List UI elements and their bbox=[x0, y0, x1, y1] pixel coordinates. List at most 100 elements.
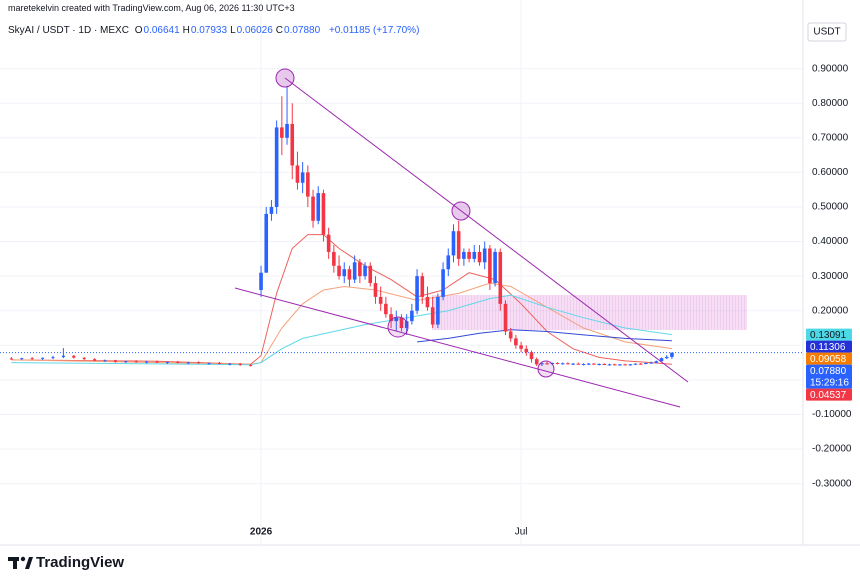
candle-body bbox=[9, 358, 13, 360]
candle-body bbox=[659, 358, 664, 362]
logo-shape bbox=[13, 557, 17, 569]
candle-body bbox=[378, 296, 383, 304]
candle-body bbox=[597, 364, 601, 366]
candle-body bbox=[462, 251, 466, 259]
candle-body bbox=[228, 363, 232, 365]
price-label-box bbox=[806, 340, 852, 353]
candle-body bbox=[576, 363, 581, 365]
candle-body bbox=[280, 127, 284, 138]
candle-body bbox=[472, 251, 477, 259]
countdown: 15:29:16 bbox=[810, 377, 849, 388]
candle-body bbox=[384, 303, 388, 315]
candle-body bbox=[441, 269, 445, 297]
candle-body bbox=[664, 356, 669, 359]
candle-body bbox=[644, 362, 648, 365]
candle-body bbox=[326, 234, 331, 252]
candle-body bbox=[446, 255, 451, 270]
candle-body bbox=[165, 361, 169, 363]
candle-body bbox=[124, 361, 128, 363]
candle-body bbox=[176, 361, 180, 363]
ma-line bbox=[11, 234, 672, 365]
candle-body bbox=[607, 364, 612, 366]
candle-body bbox=[415, 276, 419, 311]
candle-body bbox=[217, 362, 221, 365]
ohlc-value: 0.06026 bbox=[236, 25, 273, 36]
ohlc-value: 0.07880 bbox=[284, 25, 321, 36]
candle-body bbox=[638, 363, 643, 365]
y-tick-label: 0.20000 bbox=[812, 305, 849, 316]
candle-body bbox=[514, 338, 518, 346]
ohlc-key: C bbox=[275, 25, 284, 36]
candle-body bbox=[285, 123, 289, 138]
change: +0.01185 (+17.70%) bbox=[328, 25, 420, 36]
candle-body bbox=[410, 310, 414, 322]
y-tick-label: 0.30000 bbox=[812, 271, 849, 282]
logo-mark bbox=[8, 556, 33, 569]
y-tick-label: 0.40000 bbox=[812, 236, 849, 247]
candle-body bbox=[186, 362, 190, 364]
currency-box bbox=[807, 22, 847, 42]
ohlc: O0.06641 H0.07933 L0.06026 C0.07880 bbox=[135, 25, 323, 36]
price-label-box bbox=[806, 328, 852, 341]
ohlc-value: 0.06641 bbox=[143, 25, 180, 36]
price-axis: 0.90000 0.80000 0.70000 0.60000 0.50000 0.400… bbox=[250, 63, 852, 538]
candle-body bbox=[508, 331, 513, 339]
candle-body bbox=[425, 296, 430, 308]
candle-body bbox=[274, 127, 279, 207]
currency: USDT bbox=[813, 27, 840, 38]
price-label: 0.11306 bbox=[810, 342, 846, 353]
candle-body bbox=[238, 363, 242, 366]
ohlc-key: L bbox=[230, 25, 236, 36]
zone bbox=[432, 295, 747, 330]
candle-body bbox=[649, 362, 653, 364]
candle-body bbox=[571, 363, 575, 365]
candle-body bbox=[670, 352, 674, 357]
y-tick-label: 0.60000 bbox=[812, 167, 849, 178]
candle-body bbox=[311, 196, 315, 221]
candle-body bbox=[358, 262, 362, 277]
y-tick-label: 0.70000 bbox=[812, 132, 849, 143]
candle-body bbox=[300, 172, 305, 183]
y-tick-label: -0.30000 bbox=[812, 478, 852, 489]
candle-body bbox=[602, 364, 607, 366]
candle-body bbox=[93, 359, 97, 361]
candle-body bbox=[103, 360, 107, 362]
credit: maretekelvin created with TradingView.co… bbox=[8, 3, 295, 13]
candle-body bbox=[456, 231, 461, 259]
candle-body bbox=[342, 269, 347, 277]
candle-body bbox=[207, 362, 211, 364]
trendline bbox=[284, 77, 689, 383]
candle-body bbox=[145, 361, 149, 363]
price-label-box bbox=[806, 352, 852, 365]
candle-body bbox=[566, 363, 570, 365]
candle-body bbox=[493, 251, 497, 284]
candle-body bbox=[482, 248, 487, 263]
candle-body bbox=[592, 363, 596, 365]
candle-body bbox=[529, 352, 534, 360]
logo-shape bbox=[25, 557, 33, 569]
ma-line bbox=[417, 329, 672, 343]
candle-body bbox=[633, 363, 638, 365]
candle-body bbox=[249, 365, 253, 367]
marker-circle bbox=[275, 68, 295, 88]
y-tick-label: -0.10000 bbox=[812, 409, 852, 420]
marker-circle bbox=[387, 316, 409, 338]
y-tick-label: 0.50000 bbox=[812, 202, 849, 213]
candle-body bbox=[581, 364, 586, 366]
ohlc-key: H bbox=[182, 25, 190, 36]
candle-body bbox=[498, 251, 503, 304]
candle-body bbox=[503, 303, 508, 332]
candle-body bbox=[332, 251, 336, 266]
candle-body bbox=[41, 357, 45, 359]
candle-body bbox=[113, 360, 117, 362]
candle-body bbox=[524, 348, 529, 353]
candle-body bbox=[430, 307, 435, 325]
candle-body bbox=[269, 206, 274, 214]
candle-body bbox=[347, 269, 352, 280]
candle-body bbox=[540, 363, 544, 365]
candle-body bbox=[586, 363, 591, 365]
ohlc-key: O bbox=[134, 25, 143, 36]
candle-body bbox=[155, 361, 159, 363]
legend: SkyAI / USDT · 1D · MEXC O0.06641 H0.0793… bbox=[8, 25, 422, 36]
